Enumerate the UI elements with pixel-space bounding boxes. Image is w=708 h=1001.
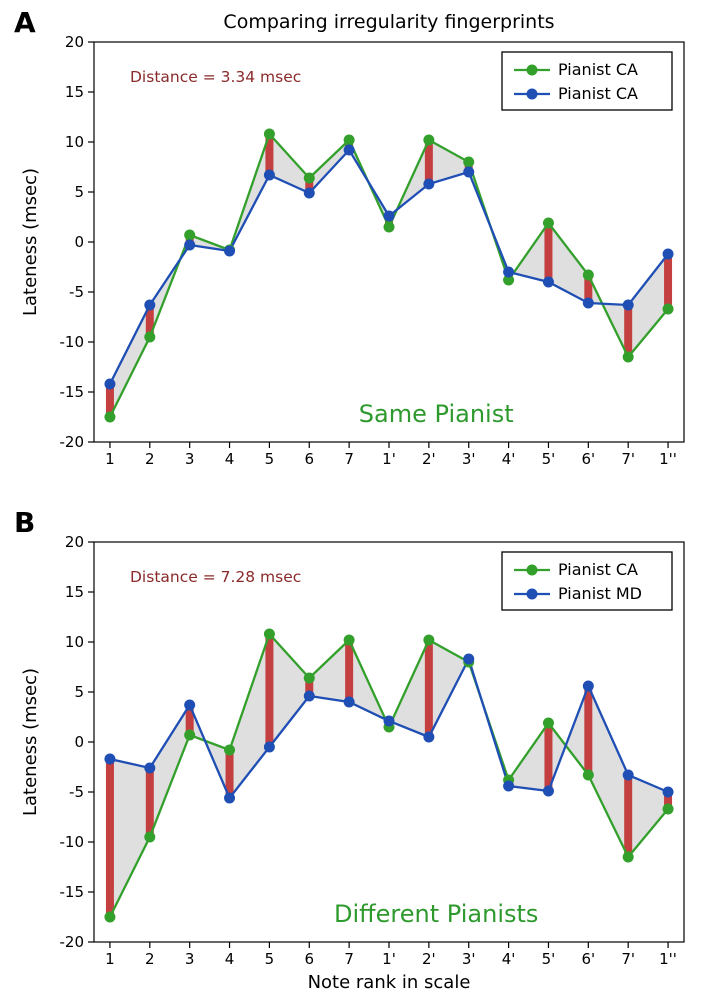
svg-text:7': 7': [621, 950, 635, 968]
svg-text:2': 2': [422, 450, 436, 468]
svg-text:Same Pianist: Same Pianist: [359, 400, 514, 428]
svg-text:Lateness (msec): Lateness (msec): [20, 668, 41, 816]
svg-text:0: 0: [74, 733, 84, 751]
svg-text:-5: -5: [69, 783, 84, 801]
figure: A B -20-15-10-50510152012345671'2'3'4'5'…: [0, 0, 708, 1001]
svg-text:4': 4': [502, 450, 516, 468]
svg-text:Lateness (msec): Lateness (msec): [20, 168, 41, 316]
svg-text:10: 10: [65, 133, 84, 151]
svg-text:5': 5': [542, 450, 556, 468]
svg-text:2: 2: [145, 450, 155, 468]
svg-text:Pianist CA: Pianist CA: [558, 60, 638, 79]
svg-text:3': 3': [462, 450, 476, 468]
svg-text:Pianist CA: Pianist CA: [558, 560, 638, 579]
svg-text:-15: -15: [60, 883, 85, 901]
svg-text:7: 7: [344, 450, 354, 468]
svg-text:5: 5: [74, 183, 84, 201]
svg-text:10: 10: [65, 633, 84, 651]
svg-text:Note rank in scale: Note rank in scale: [308, 972, 471, 993]
svg-text:1'': 1'': [659, 450, 677, 468]
panel-label-b: B: [14, 506, 35, 539]
svg-text:6: 6: [304, 950, 314, 968]
svg-text:1: 1: [105, 450, 115, 468]
svg-text:6': 6': [581, 450, 595, 468]
svg-text:-10: -10: [60, 333, 85, 351]
svg-text:3': 3': [462, 950, 476, 968]
svg-text:Distance = 3.34 msec: Distance = 3.34 msec: [130, 68, 301, 86]
svg-text:5: 5: [265, 950, 275, 968]
svg-text:15: 15: [65, 583, 84, 601]
svg-text:5': 5': [542, 950, 556, 968]
svg-text:5: 5: [265, 450, 275, 468]
svg-text:1': 1': [382, 950, 396, 968]
svg-text:-10: -10: [60, 833, 85, 851]
svg-text:4: 4: [225, 450, 235, 468]
svg-text:3: 3: [185, 450, 195, 468]
svg-text:20: 20: [65, 33, 84, 51]
svg-text:Different Pianists: Different Pianists: [334, 900, 538, 928]
panel-label-a: A: [14, 6, 36, 39]
svg-text:Pianist CA: Pianist CA: [558, 84, 638, 103]
svg-text:6: 6: [304, 450, 314, 468]
chart-svg: -20-15-10-50510152012345671'2'3'4'5'6'7'…: [0, 0, 708, 1001]
svg-text:4': 4': [502, 950, 516, 968]
svg-text:1': 1': [382, 450, 396, 468]
svg-text:7': 7': [621, 450, 635, 468]
svg-text:2: 2: [145, 950, 155, 968]
svg-text:0: 0: [74, 233, 84, 251]
svg-text:3: 3: [185, 950, 195, 968]
svg-text:15: 15: [65, 83, 84, 101]
svg-text:-5: -5: [69, 283, 84, 301]
svg-text:-15: -15: [60, 383, 85, 401]
svg-text:-20: -20: [60, 933, 85, 951]
svg-text:6': 6': [581, 950, 595, 968]
svg-text:5: 5: [74, 683, 84, 701]
svg-text:4: 4: [225, 950, 235, 968]
svg-text:-20: -20: [60, 433, 85, 451]
svg-text:Comparing irregularity fingerp: Comparing irregularity fingerprints: [223, 11, 554, 33]
svg-text:Distance = 7.28 msec: Distance = 7.28 msec: [130, 568, 301, 586]
svg-text:Pianist MD: Pianist MD: [558, 584, 642, 603]
svg-text:7: 7: [344, 950, 354, 968]
svg-text:20: 20: [65, 533, 84, 551]
svg-text:1: 1: [105, 950, 115, 968]
svg-text:2': 2': [422, 950, 436, 968]
svg-text:1'': 1'': [659, 950, 677, 968]
